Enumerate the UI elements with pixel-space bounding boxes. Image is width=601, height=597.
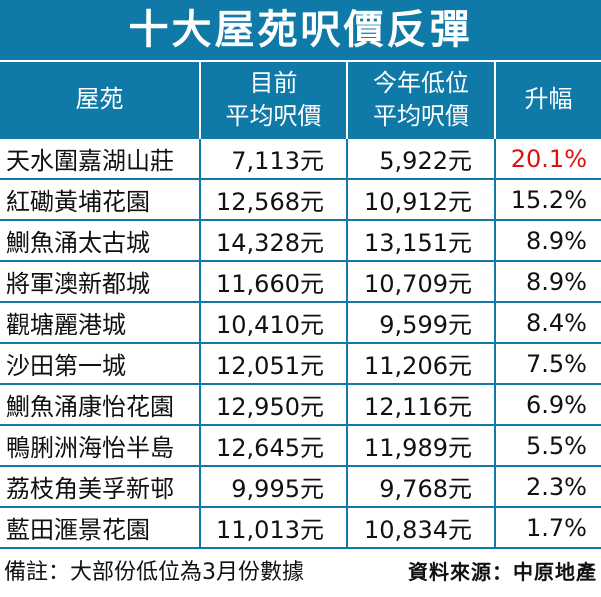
current-price: 9,995元 [199, 465, 347, 507]
estate-name: 鰂魚涌太古城 [0, 219, 200, 261]
low-price: 9,768元 [346, 465, 495, 507]
header-rise-label: 升幅 [524, 85, 573, 114]
header-estate: 屋苑 [0, 62, 200, 138]
table-row: 沙田第一城 12,051元 11,206元 7.5% [0, 342, 601, 384]
table-row: 鰂魚涌太古城 14,328元 13,151元 8.9% [0, 219, 601, 261]
estate-name: 荔枝角美孚新邨 [0, 465, 200, 507]
current-price: 12,051元 [199, 342, 347, 384]
table-row: 荔枝角美孚新邨 9,995元 9,768元 2.3% [0, 465, 601, 507]
current-price: 7,113元 [199, 137, 347, 179]
table-row: 藍田滙景花園 11,013元 10,834元 1.7% [0, 506, 601, 549]
page-title: 十大屋苑呎價反彈 [128, 7, 473, 53]
title-bar: 十大屋苑呎價反彈 [0, 0, 601, 62]
table-header: 屋苑 目前 平均呎價 今年低位 平均呎價 升幅 [0, 62, 601, 138]
rise-percent: 7.5% [494, 342, 601, 384]
estate-name: 天水圍嘉湖山莊 [0, 137, 200, 179]
header-current-price: 目前 平均呎價 [199, 62, 347, 138]
estate-name: 紅磡黃埔花園 [0, 178, 200, 220]
header-low-price: 今年低位 平均呎價 [346, 62, 495, 138]
estate-name: 鰂魚涌康怡花園 [0, 383, 200, 425]
rise-percent: 15.2% [494, 178, 601, 220]
table-row: 將軍澳新都城 11,660元 10,709元 8.9% [0, 260, 601, 302]
low-price: 11,206元 [346, 342, 495, 384]
current-price: 11,660元 [199, 260, 347, 302]
estate-name: 沙田第一城 [0, 342, 200, 384]
rise-percent: 20.1% [494, 137, 601, 179]
rise-percent: 5.5% [494, 424, 601, 466]
rise-percent: 1.7% [494, 506, 601, 549]
current-price: 12,950元 [199, 383, 347, 425]
current-price: 11,013元 [199, 506, 347, 549]
table-row: 鴨脷洲海怡半島 12,645元 11,989元 5.5% [0, 424, 601, 466]
low-price: 9,599元 [346, 301, 495, 343]
rise-percent: 8.4% [494, 301, 601, 343]
header-low-line2: 平均呎價 [373, 101, 469, 130]
low-price: 5,922元 [346, 137, 495, 179]
low-price: 10,912元 [346, 178, 495, 220]
low-price: 10,834元 [346, 506, 495, 549]
footer-note: 備註：大部份低位為3月份數據 [4, 560, 304, 585]
current-price: 14,328元 [199, 219, 347, 261]
current-price: 12,568元 [199, 178, 347, 220]
table-row: 觀塘麗港城 10,410元 9,599元 8.4% [0, 301, 601, 343]
low-price: 12,116元 [346, 383, 495, 425]
header-row: 屋苑 目前 平均呎價 今年低位 平均呎價 升幅 [0, 62, 601, 138]
estate-price-table: 屋苑 目前 平均呎價 今年低位 平均呎價 升幅 天水圍嘉湖山莊 7,113元 [0, 62, 601, 549]
header-current-line2: 平均呎價 [225, 101, 322, 130]
header-current-line1: 目前 [249, 69, 298, 98]
table-row: 天水圍嘉湖山莊 7,113元 5,922元 20.1% [0, 137, 601, 179]
header-estate-label: 屋苑 [75, 85, 124, 114]
rise-percent: 2.3% [494, 465, 601, 507]
rise-percent: 6.9% [494, 383, 601, 425]
current-price: 12,645元 [199, 424, 347, 466]
estate-name: 鴨脷洲海怡半島 [0, 424, 200, 466]
header-low-line1: 今年低位 [373, 69, 469, 98]
footer: 備註：大部份低位為3月份數據 資料來源：中原地產 [0, 550, 601, 590]
low-price: 13,151元 [346, 219, 495, 261]
estate-name: 將軍澳新都城 [0, 260, 200, 302]
table-body: 天水圍嘉湖山莊 7,113元 5,922元 20.1% 紅磡黃埔花園 12,56… [0, 137, 601, 549]
low-price: 10,709元 [346, 260, 495, 302]
header-rise: 升幅 [494, 62, 601, 138]
rise-percent: 8.9% [494, 260, 601, 302]
table-row: 紅磡黃埔花園 12,568元 10,912元 15.2% [0, 178, 601, 220]
estate-name: 觀塘麗港城 [0, 301, 200, 343]
rise-percent: 8.9% [494, 219, 601, 261]
current-price: 10,410元 [199, 301, 347, 343]
table-row: 鰂魚涌康怡花園 12,950元 12,116元 6.9% [0, 383, 601, 425]
footer-source: 資料來源：中原地產 [408, 559, 597, 584]
low-price: 11,989元 [346, 424, 495, 466]
estate-name: 藍田滙景花園 [0, 506, 200, 549]
